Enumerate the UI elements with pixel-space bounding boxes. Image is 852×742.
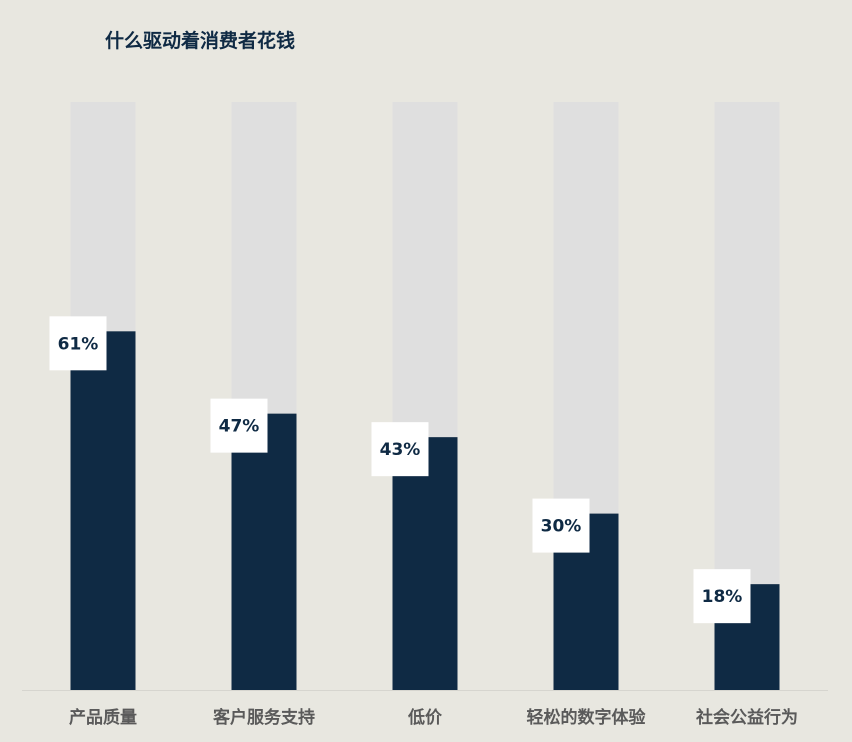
data-label: 18% [702,587,743,607]
data-label-box [693,569,751,624]
data-label: 30% [541,517,582,537]
chart-title: 什么驱动着消费者花钱 [105,30,296,52]
bar [70,331,136,690]
category-label: 社会公益行为 [695,707,798,728]
category-label: 低价 [407,707,443,728]
data-label-box [210,398,268,453]
data-label-box [49,316,107,371]
data-label: 47% [219,417,260,437]
data-label-box [532,498,590,553]
bar [392,437,458,690]
data-label: 43% [380,440,421,460]
data-label: 61% [58,334,99,354]
category-label: 产品质量 [69,707,137,728]
bar [231,413,297,690]
category-label: 轻松的数字体验 [527,707,647,728]
category-label: 客户服务支持 [212,707,315,728]
data-label-box [371,422,429,477]
